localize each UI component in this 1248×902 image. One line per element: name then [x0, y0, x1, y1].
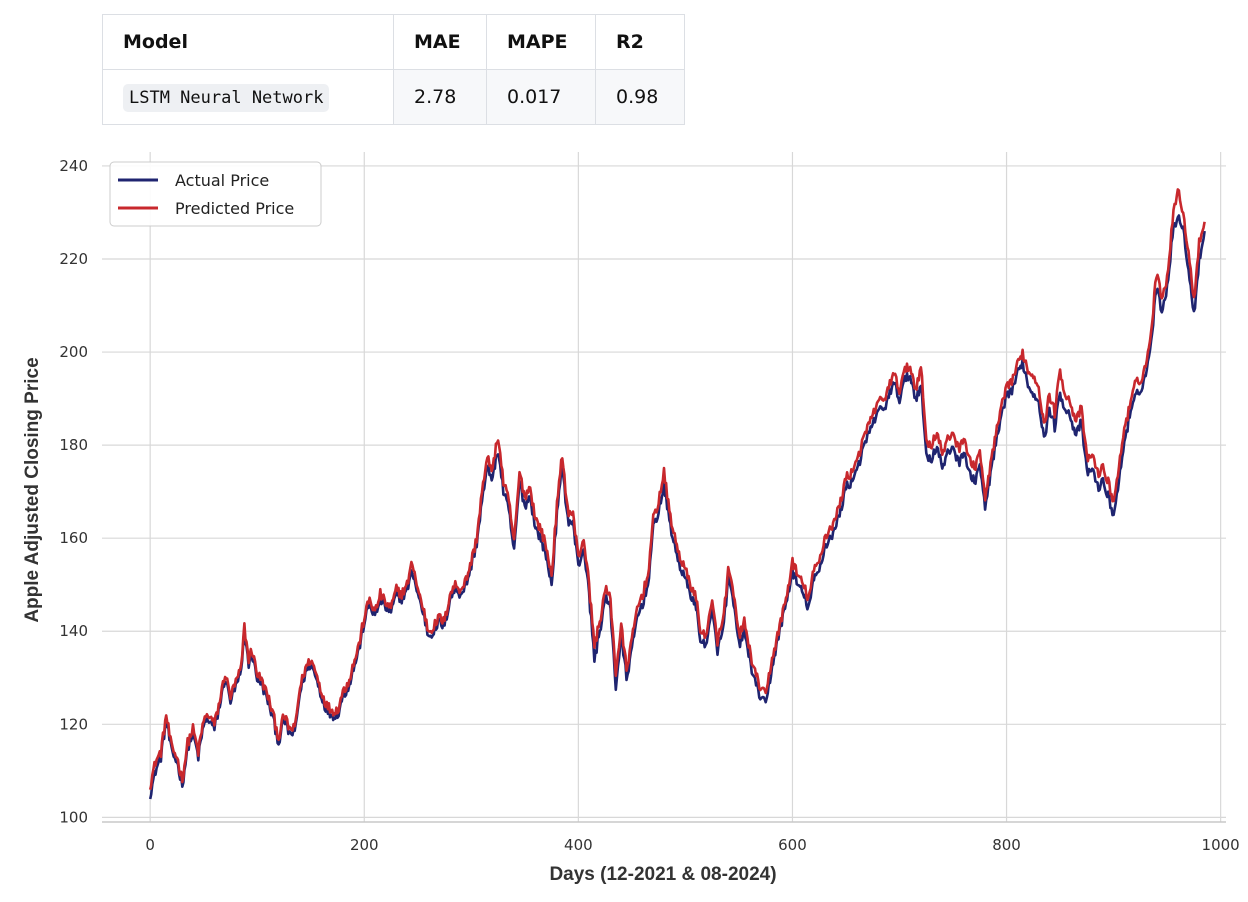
- y-tick-label: 240: [59, 157, 88, 175]
- y-tick-label: 220: [59, 250, 88, 268]
- x-tick-label: 200: [350, 836, 379, 854]
- series-line-predicted-price: [148, 188, 1206, 790]
- x-tick-label: 400: [564, 836, 593, 854]
- model-name: LSTM Neural Network: [123, 84, 330, 112]
- x-tick-label: 1000: [1202, 836, 1240, 854]
- legend-label-actual: Actual Price: [175, 171, 269, 190]
- series-lines: [148, 188, 1206, 800]
- x-tick-label: 800: [992, 836, 1021, 854]
- header-r2: R2: [595, 14, 685, 70]
- header-model: Model: [102, 14, 394, 70]
- cell-mape: 0.017: [486, 69, 596, 125]
- cell-r2: 0.98: [595, 69, 685, 125]
- price-line-chart: 0 200 400 600 800 1000 100 120 140 160 180 200 220 24…: [22, 152, 1240, 885]
- metrics-data-row: LSTM Neural Network 2.78 0.017 0.98: [102, 69, 685, 125]
- tick-labels: 0 200 400 600 800 1000 100 120 140 160 180 200 220 24…: [59, 157, 1239, 854]
- x-axis-title: Days (12-2021 & 08-2024): [549, 864, 776, 885]
- y-tick-label: 180: [59, 436, 88, 454]
- x-tick-label: 600: [778, 836, 807, 854]
- metrics-header-row: Model MAE MAPE R2: [102, 14, 685, 70]
- header-mae: MAE: [393, 14, 487, 70]
- series-line-actual-price: [148, 214, 1206, 800]
- y-tick-label: 100: [59, 808, 88, 826]
- grid-lines: [102, 152, 1226, 822]
- y-axis-title: Apple Adjusted Closing Price: [22, 357, 43, 622]
- cell-model: LSTM Neural Network: [102, 69, 394, 125]
- legend-label-predicted: Predicted Price: [175, 199, 294, 218]
- legend: Actual Price Predicted Price: [109, 161, 322, 227]
- y-tick-label: 160: [59, 529, 88, 547]
- legend-box: [109, 161, 322, 227]
- x-tick-label: 0: [145, 836, 155, 854]
- y-tick-label: 200: [59, 343, 88, 361]
- header-mape: MAPE: [486, 14, 596, 70]
- y-tick-label: 120: [59, 715, 88, 733]
- cell-mae: 2.78: [393, 69, 487, 125]
- y-tick-label: 140: [59, 622, 88, 640]
- metrics-table: Model MAE MAPE R2 LSTM Neural Network 2.…: [102, 14, 685, 125]
